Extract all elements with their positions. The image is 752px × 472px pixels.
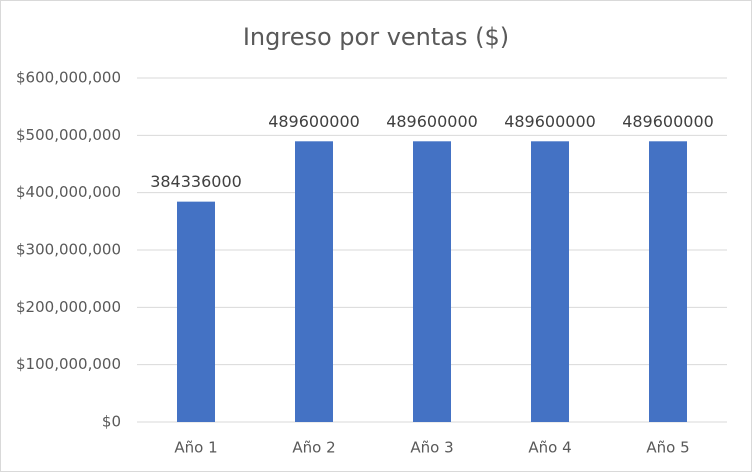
y-tick-label: $600,000,000 — [16, 69, 121, 87]
x-tick-label: Año 5 — [646, 439, 689, 457]
bar — [531, 141, 569, 422]
x-tick-label: Año 3 — [410, 439, 453, 457]
data-label: 489600000 — [504, 112, 596, 131]
bar — [649, 141, 687, 422]
y-tick-label: $400,000,000 — [16, 183, 121, 201]
data-label: 489600000 — [268, 112, 360, 131]
data-label: 489600000 — [622, 112, 714, 131]
bar — [295, 141, 333, 422]
data-label: 489600000 — [386, 112, 478, 131]
y-tick-label: $300,000,000 — [16, 241, 121, 259]
x-tick-label: Año 4 — [528, 439, 571, 457]
chart-title: Ingreso por ventas ($) — [243, 23, 509, 51]
y-tick-label: $100,000,000 — [16, 355, 121, 373]
y-tick-label: $0 — [102, 413, 121, 431]
bar — [177, 201, 215, 422]
x-tick-label: Año 2 — [292, 439, 335, 457]
data-label: 384336000 — [150, 172, 242, 191]
x-tick-label: Año 1 — [174, 439, 217, 457]
bar — [413, 141, 451, 422]
y-tick-label: $500,000,000 — [16, 126, 121, 144]
y-tick-label: $200,000,000 — [16, 298, 121, 316]
